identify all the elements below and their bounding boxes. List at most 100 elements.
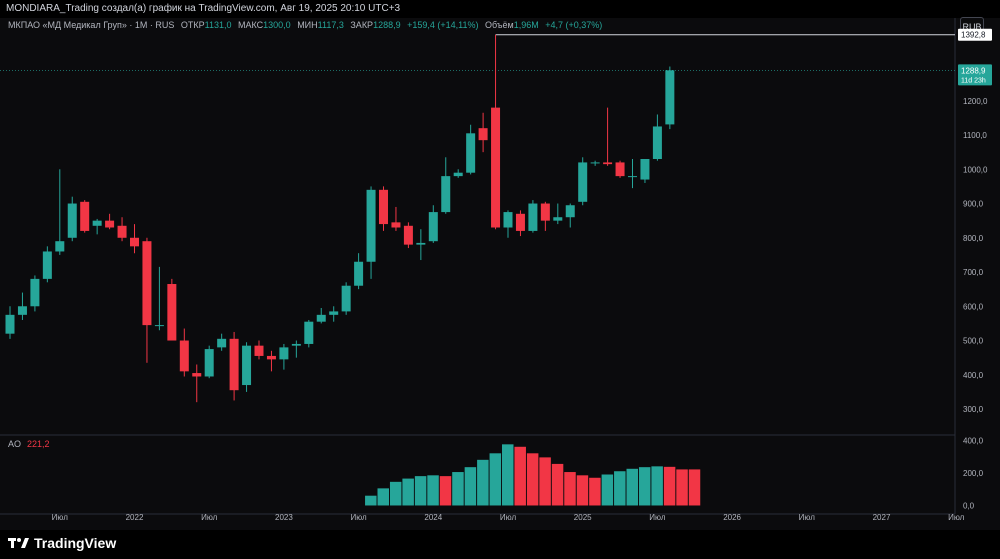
legend-high: 1300,0	[263, 20, 291, 30]
chart-header: MONDIARA_Trading создал(а) график на Tra…	[0, 0, 1000, 18]
candle-body	[80, 201, 90, 231]
ao-bar	[402, 478, 414, 506]
legend-open-label: ОТКР	[180, 20, 205, 30]
candle-body	[5, 314, 15, 334]
ao-bar	[539, 457, 551, 506]
ao-bar	[464, 467, 477, 506]
candle-body	[503, 212, 513, 228]
tradingview-logo[interactable]: TradingView	[8, 535, 116, 551]
candle-body	[254, 345, 264, 356]
candle-body	[366, 189, 376, 262]
candle-body	[154, 325, 164, 327]
time-tick-label: Июл	[948, 513, 965, 522]
candle-body	[354, 261, 364, 286]
tradingview-logo-icon	[8, 538, 29, 548]
legend-low: 1117,3	[317, 20, 344, 30]
candle-body	[291, 343, 301, 346]
legend-volume: 1,96M	[513, 20, 539, 30]
time-tick-label: Июл	[500, 513, 517, 522]
price-marker-labels: 1392,8 1288,9 11d 23h	[958, 28, 992, 86]
ath-label: 1392,8	[961, 31, 986, 40]
price-tick-label: 1200,0	[963, 97, 988, 106]
candle-body	[130, 237, 139, 247]
brand-name: TradingView	[34, 535, 117, 551]
candle-body	[67, 203, 77, 238]
price-tick-label: 1100,0	[963, 131, 987, 140]
time-tick-label: 2023	[275, 513, 293, 522]
ao-bar	[502, 444, 514, 506]
legend-change: +159,4 (+14,11%)	[407, 20, 479, 30]
time-tick-label: Июл	[350, 513, 367, 522]
candle-body	[615, 162, 625, 177]
candle-body	[179, 340, 189, 372]
price-tick-label: 300,0	[963, 405, 984, 414]
candle-body	[242, 345, 252, 386]
ao-bar	[614, 471, 626, 506]
price-tick-label: 600,0	[963, 302, 984, 311]
candle-body	[229, 338, 239, 391]
candle-body	[578, 162, 588, 202]
candle-body	[491, 107, 501, 228]
price-tick-label: 1000,0	[963, 165, 988, 174]
legend-volume-change: +4,7 (+0,37%)	[545, 20, 603, 30]
candle-body	[428, 212, 438, 242]
candle-body	[55, 241, 65, 252]
ao-bar	[427, 475, 439, 506]
time-tick-label: Июл	[52, 513, 69, 522]
candle-body	[17, 306, 27, 315]
candle-body	[565, 205, 575, 218]
candle-body	[105, 220, 115, 228]
time-tick-label: 2022	[126, 513, 144, 522]
candle-body	[379, 189, 388, 225]
ao-axis: 400,0 200,0 0,0	[963, 436, 984, 510]
ath-label-bg	[958, 28, 992, 41]
ao-bar	[676, 469, 688, 506]
candle-body	[628, 176, 637, 178]
time-axis: Июл 2022 Июл 2023 Июл 2024 Июл 2025 Июл 2026 Июл 20…	[52, 513, 965, 522]
legend-high-label: МАКС	[237, 20, 264, 30]
candle-body	[142, 241, 152, 326]
ao-bar	[414, 476, 427, 506]
candle-body	[92, 220, 102, 226]
candle-body	[590, 162, 600, 164]
price-axis: 1200,0 1100,0 1000,0 900,0 800,0 700,0 600,0 50…	[963, 97, 988, 414]
legend-close: 1288,9	[373, 20, 401, 30]
ao-tick-label: 400,0	[963, 436, 984, 445]
ao-bar	[526, 453, 539, 506]
ao-tick-label: 200,0	[963, 469, 984, 478]
ao-bar	[564, 472, 576, 506]
candle-body	[341, 285, 351, 312]
candle-body	[515, 213, 525, 231]
candle-body	[466, 133, 476, 173]
legend-symbol[interactable]: МКПАО «МД Медикал Груп» · 1М · RUS	[8, 20, 175, 30]
candle-body	[528, 203, 538, 231]
ao-bar	[576, 475, 589, 506]
price-tick-label: 400,0	[963, 371, 984, 380]
ao-legend: AO 221,2	[8, 439, 50, 449]
ao-bar	[439, 476, 452, 506]
time-tick-label: 2026	[723, 513, 741, 522]
ao-bar	[514, 446, 526, 506]
ao-value: 221,2	[27, 439, 50, 449]
symbol-legend: МКПАО «МД Медикал Груп» · 1М · RUS ОТКР 1…	[8, 20, 602, 30]
header-title: MONDIARA_Trading создал(а) график на Tra…	[6, 3, 401, 14]
ao-histogram	[365, 444, 701, 506]
ao-label: AO	[8, 439, 22, 449]
ao-bar	[551, 463, 564, 506]
candle-body	[540, 203, 550, 221]
price-tick-label: 900,0	[963, 200, 984, 209]
ao-bar	[389, 481, 402, 506]
candle-body	[266, 355, 276, 360]
ao-bar	[663, 466, 676, 506]
candle-body	[167, 284, 177, 341]
chart-grid	[0, 18, 956, 515]
time-tick-label: 2025	[574, 513, 592, 522]
footer-bar	[0, 530, 1000, 559]
candle-body	[652, 126, 662, 159]
ao-bar	[589, 477, 601, 506]
ao-bar	[638, 467, 651, 506]
ao-bar	[477, 459, 489, 506]
candles	[5, 34, 675, 403]
candle-body	[441, 176, 451, 213]
